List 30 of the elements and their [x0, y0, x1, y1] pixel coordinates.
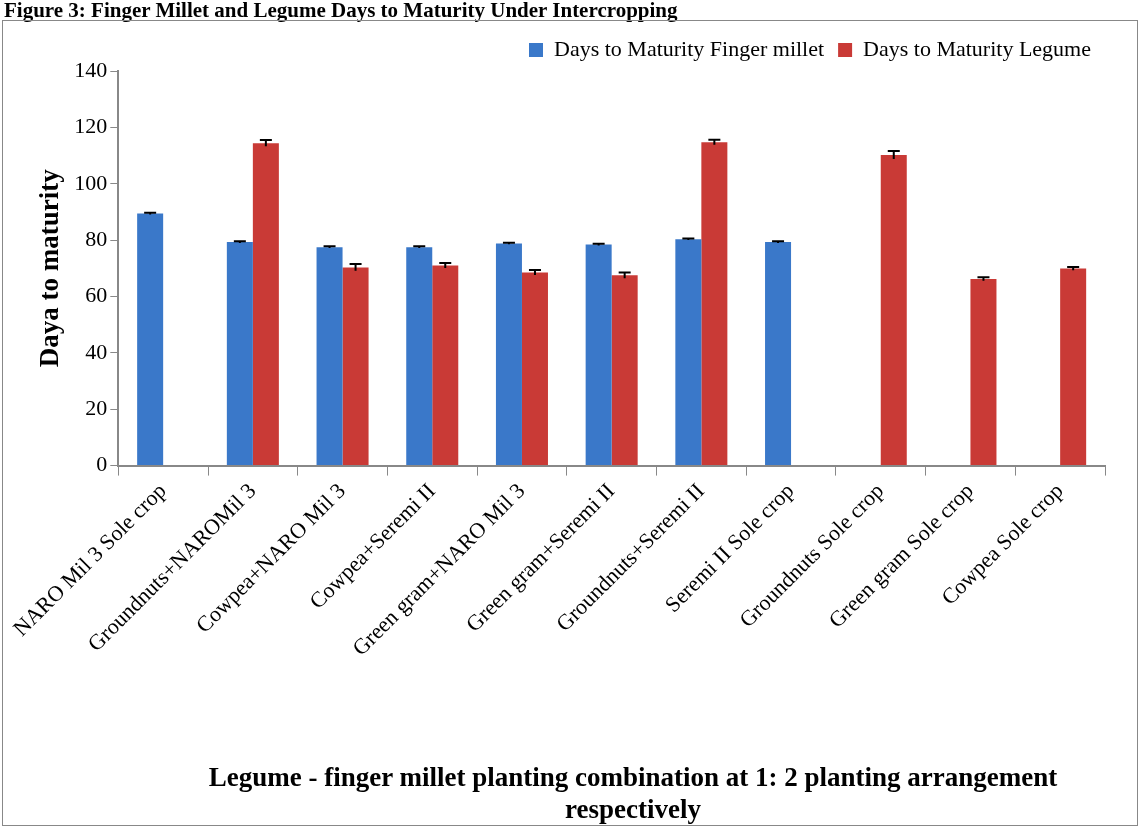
bar — [521, 272, 548, 466]
bar — [880, 154, 907, 466]
bar — [1060, 268, 1087, 466]
legend-label: Days to Maturity Legume — [863, 35, 1092, 61]
bar — [675, 239, 702, 466]
bar — [701, 142, 728, 466]
x-axis-title: Legume - finger millet planting combination at 1: 2 planting arrangement respectively — [207, 761, 1059, 825]
bar — [432, 265, 459, 466]
y-tick-label: 100 — [74, 169, 108, 195]
y-tick-label: 0 — [96, 451, 108, 477]
bar — [406, 247, 433, 466]
bar — [611, 275, 638, 466]
bar — [226, 242, 253, 466]
y-tick-label: 120 — [74, 113, 108, 139]
bar — [252, 143, 279, 466]
bar — [765, 242, 792, 466]
bar — [342, 267, 369, 466]
legend-label: Days to Maturity Finger millet — [554, 35, 825, 61]
bar — [316, 247, 343, 466]
bar — [970, 279, 997, 466]
y-tick-label: 40 — [85, 338, 108, 364]
y-tick-label: 20 — [85, 395, 108, 420]
y-tick-label: 80 — [85, 225, 108, 251]
bar — [137, 213, 164, 466]
bar — [585, 244, 612, 466]
y-tick-label: 60 — [85, 282, 108, 308]
y-axis-title: Daya to maturity — [34, 168, 65, 368]
chart-title: Figure 3: Finger Millet and Legume Days to Maturity Under Intercropping — [3, 0, 679, 22]
y-tick-label: 140 — [74, 56, 108, 82]
bar — [495, 243, 522, 466]
